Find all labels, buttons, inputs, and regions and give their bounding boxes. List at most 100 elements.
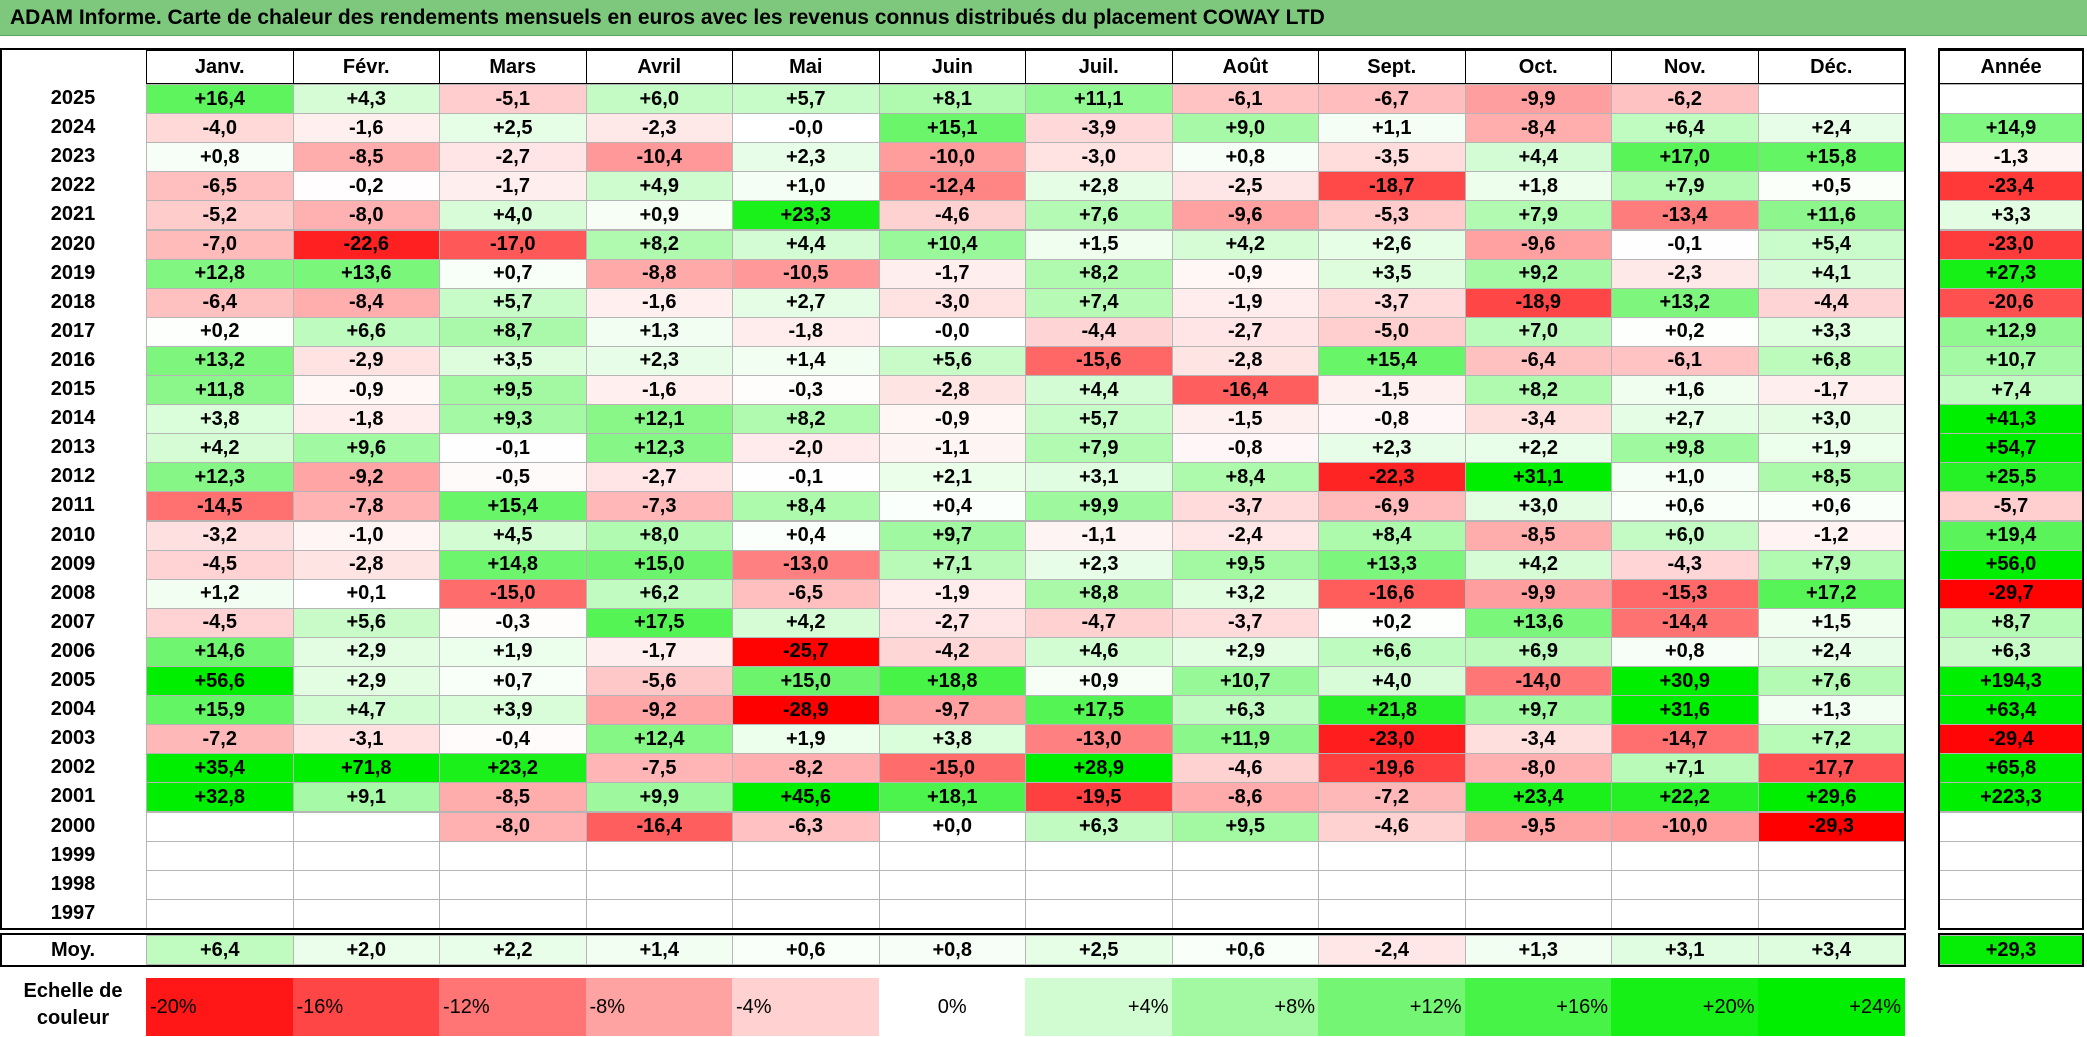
heatmap-cell: -5,3 xyxy=(1318,200,1466,231)
heatmap-cell: +7,6 xyxy=(1757,666,1905,697)
title-bar: ADAM Informe. Carte de chaleur des rende… xyxy=(0,0,2087,36)
heatmap-cell: -0,9 xyxy=(878,404,1026,435)
heatmap-cell: -0,0 xyxy=(878,316,1026,347)
heatmap-cell: -14,7 xyxy=(1611,724,1759,755)
heatmap-cell: -4,5 xyxy=(146,549,294,580)
heatmap-cell: +1,9 xyxy=(1757,433,1905,464)
heatmap-cell: +1,3 xyxy=(1757,695,1905,726)
heatmap-cell: -0,4 xyxy=(439,724,587,755)
heatmap-cell: -1,1 xyxy=(878,433,1026,464)
heatmap-cell: +13,3 xyxy=(1318,549,1466,580)
heatmap-cell: -13,4 xyxy=(1611,200,1759,231)
heatmap-cell: -3,7 xyxy=(1318,287,1466,318)
heatmap-cell: +0,7 xyxy=(439,258,587,289)
annual-cell: +54,7 xyxy=(1938,433,2084,464)
annual-header: Année xyxy=(1938,50,2084,84)
heatmap-cell: +9,5 xyxy=(1171,549,1319,580)
heatmap-cell: +17,0 xyxy=(1611,142,1759,173)
color-scale-swatch: +24% xyxy=(1757,978,1905,1036)
heatmap-cell: -3,4 xyxy=(1464,404,1612,435)
heatmap-cell: +18,1 xyxy=(878,782,1026,813)
heatmap-cell xyxy=(1025,898,1173,929)
heatmap-cell: -0,2 xyxy=(292,171,440,202)
heatmap-cell: -6,9 xyxy=(1318,491,1466,522)
average-cell: +1,4 xyxy=(585,935,733,965)
heatmap-cell: -8,8 xyxy=(585,258,733,289)
year-label: 2016 xyxy=(50,348,96,371)
heatmap-cell: -1,0 xyxy=(292,520,440,551)
heatmap-cell: -22,3 xyxy=(1318,462,1466,493)
month-header: Janv. xyxy=(146,50,294,84)
heatmap-cell: +2,4 xyxy=(1757,636,1905,667)
color-scale-swatch: -16% xyxy=(292,978,440,1036)
heatmap-cell: -1,5 xyxy=(1171,404,1319,435)
heatmap-cell: -29,3 xyxy=(1757,811,1905,842)
heatmap-cell: +2,3 xyxy=(585,345,733,376)
annual-cell: +63,4 xyxy=(1938,695,2084,726)
heatmap-cell: -3,1 xyxy=(292,724,440,755)
heatmap-cell: +7,4 xyxy=(1025,287,1173,318)
year-label: 2020 xyxy=(50,232,96,255)
heatmap-cell: -0,9 xyxy=(292,375,440,406)
heatmap-cell: +3,5 xyxy=(439,345,587,376)
annual-cell: +25,5 xyxy=(1938,462,2084,493)
heatmap-cell: -5,2 xyxy=(146,200,294,231)
heatmap-cell: +9,8 xyxy=(1611,433,1759,464)
heatmap-cell: +9,0 xyxy=(1171,113,1319,144)
color-scale-swatch: -12% xyxy=(439,978,587,1036)
heatmap-cell xyxy=(1171,840,1319,871)
heatmap-cell: -3,5 xyxy=(1318,142,1466,173)
heatmap-cell: +4,2 xyxy=(1464,549,1612,580)
heatmap-cell xyxy=(146,811,294,842)
heatmap-cell: +17,5 xyxy=(1025,695,1173,726)
annual-cell xyxy=(1938,811,2084,842)
heatmap-cell: -8,4 xyxy=(292,287,440,318)
heatmap-cell: +12,4 xyxy=(585,724,733,755)
heatmap-cell xyxy=(732,840,880,871)
heatmap-cell: -7,2 xyxy=(1318,782,1466,813)
heatmap-cell: -0,1 xyxy=(439,433,587,464)
heatmap-cell: -2,9 xyxy=(292,345,440,376)
average-cell: +0,6 xyxy=(732,935,880,965)
heatmap-cell: +2,3 xyxy=(1318,433,1466,464)
heatmap-cell: -0,3 xyxy=(732,375,880,406)
heatmap-cell: +22,2 xyxy=(1611,782,1759,813)
heatmap-cell: +2,4 xyxy=(1757,113,1905,144)
year-label: 2017 xyxy=(50,319,96,342)
heatmap-cell: -7,0 xyxy=(146,229,294,260)
color-scale-swatch: +20% xyxy=(1611,978,1759,1036)
heatmap-cell: -2,0 xyxy=(732,433,880,464)
heatmap-cell xyxy=(1611,898,1759,929)
heatmap-cell: -6,4 xyxy=(146,287,294,318)
heatmap-cell: +10,7 xyxy=(1171,666,1319,697)
heatmap-cell: +11,1 xyxy=(1025,84,1173,115)
year-label: 2010 xyxy=(50,523,96,546)
heatmap-cell: -4,7 xyxy=(1025,607,1173,638)
heatmap-cell xyxy=(292,898,440,929)
heatmap-cell: +6,8 xyxy=(1757,345,1905,376)
color-scale-swatch: -20% xyxy=(146,978,294,1036)
average-annual-cell: +29,3 xyxy=(1938,935,2084,965)
heatmap-cell xyxy=(292,840,440,871)
annual-cell: -23,0 xyxy=(1938,229,2084,260)
heatmap-cell xyxy=(878,898,1026,929)
heatmap-cell: -8,0 xyxy=(1464,753,1612,784)
heatmap-cell: -6,3 xyxy=(732,811,880,842)
heatmap-cell: +6,0 xyxy=(585,84,733,115)
heatmap-cell: -4,3 xyxy=(1611,549,1759,580)
color-scale-label: Echelle de couleur xyxy=(0,978,146,1036)
heatmap-cell: +8,2 xyxy=(1464,375,1612,406)
heatmap-cell: +15,1 xyxy=(878,113,1026,144)
heatmap-cell: +9,3 xyxy=(439,404,587,435)
heatmap-cell: +4,4 xyxy=(732,229,880,260)
year-label: 2025 xyxy=(50,87,96,110)
heatmap-cell xyxy=(1757,869,1905,900)
heatmap-cell: -4,4 xyxy=(1025,316,1173,347)
annual-cell: -20,6 xyxy=(1938,287,2084,318)
heatmap-cell: -0,8 xyxy=(1171,433,1319,464)
heatmap-cell: +1,3 xyxy=(585,316,733,347)
color-scale-swatch: -4% xyxy=(732,978,880,1036)
year-label: 2023 xyxy=(50,145,96,168)
heatmap-cell: +14,6 xyxy=(146,636,294,667)
year-label: 2006 xyxy=(50,639,96,662)
